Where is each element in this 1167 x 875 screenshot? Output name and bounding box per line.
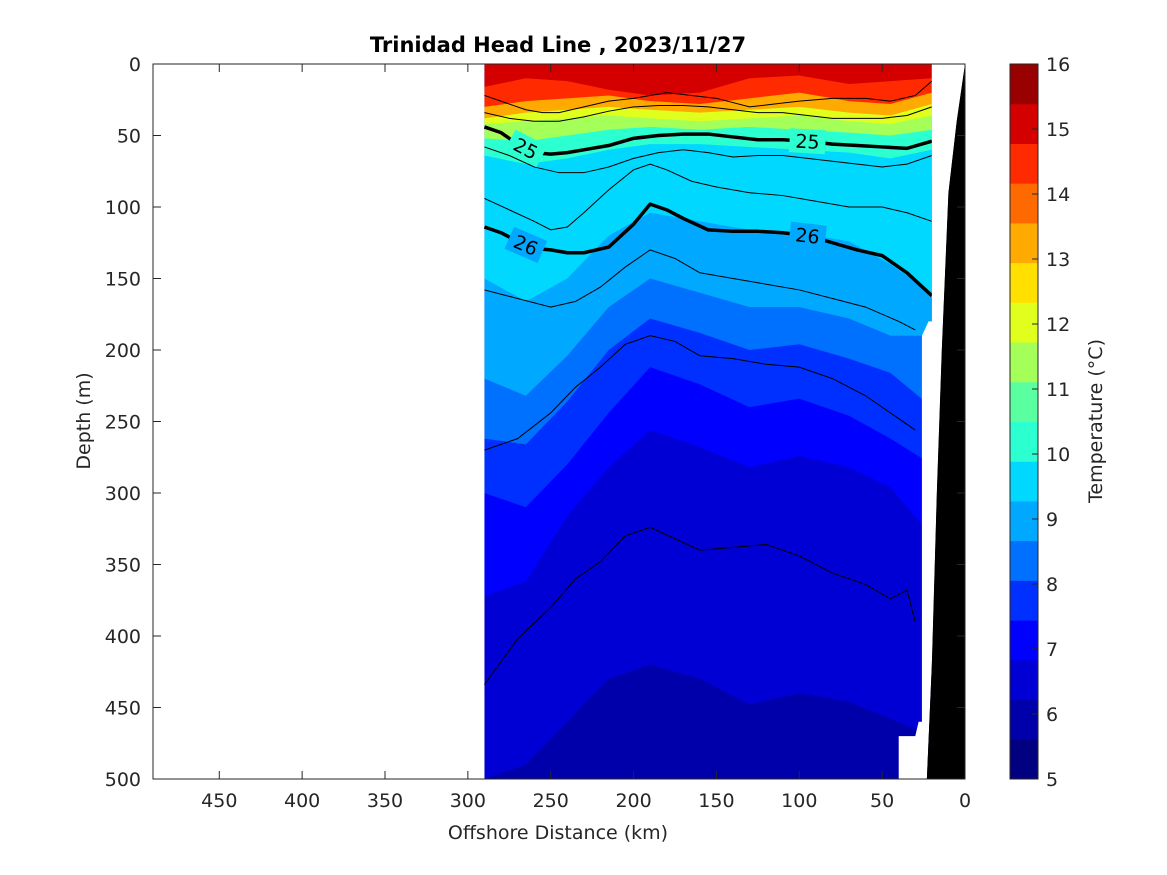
colorbar-tick-label: 5 [1046,769,1058,791]
y-tick-label: 150 [105,269,141,291]
x-tick-label: 450 [201,790,237,812]
colorbar-band [1010,262,1038,303]
colorbar-band [1010,143,1038,184]
colorbar-tick-label: 14 [1046,184,1070,206]
colorbar-band [1010,421,1038,462]
x-tick-label: 300 [450,790,486,812]
colorbar-tick-label: 11 [1046,379,1070,401]
no-data-gap [898,64,965,779]
colorbar-label: Temperature (°C) [1085,339,1107,504]
colorbar-band [1010,659,1038,701]
colorbar-tick-label: 8 [1046,574,1058,596]
x-tick-label: 350 [367,790,403,812]
x-tick-label: 200 [615,790,651,812]
colorbar-band [1010,500,1038,542]
x-tick-label: 400 [284,790,320,812]
y-tick-label: 500 [105,769,141,791]
colorbar-band [1010,103,1038,144]
colorbar: 5 6 7 8 9 10 11 12 13 14 15 16 Temperature (°C) [1009,54,1107,791]
thin-contour-line [484,104,933,122]
thin-contour-line [484,526,916,685]
x-tick-label: 250 [533,790,569,812]
colorbar-tick-label: 15 [1046,119,1070,141]
thin-contour-line [484,163,933,231]
colorbar-band [1010,540,1038,581]
sigma-contour-label: 26 [794,224,821,249]
x-tick-label: 50 [870,790,894,812]
colorbar-tick-label: 13 [1046,249,1070,271]
sigma-label-backdrop [504,226,548,264]
colorbar-band [1010,302,1038,343]
sigma-contour-label-group: 25 [788,128,827,155]
chart-title: Trinidad Head Line , 2023/11/27 [370,33,746,57]
y-tick-label: 0 [129,54,141,76]
thin-contour-line [484,146,933,174]
y-tick-label: 350 [105,555,141,577]
y-tick-label: 50 [117,126,141,148]
colorbar-tick-label: 16 [1046,54,1070,76]
y-axis-ticks: 0 50 100 150 200 250 300 350 400 450 500 [105,54,965,791]
colorbar-tick-label: 6 [1046,704,1058,726]
thin-contour-line [484,249,916,331]
colorbar-band [1010,699,1038,740]
colorbar-band [1010,183,1038,224]
y-tick-label: 450 [105,698,141,720]
colorbar-band [1010,620,1038,661]
temperature-layer [484,64,932,96]
y-tick-label: 200 [105,340,141,362]
colorbar-ticks: 5 6 7 8 9 10 11 12 13 14 15 16 [1032,54,1070,791]
x-axis-ticks: 450 400 350 300 250 200 150 100 50 0 [201,64,971,812]
sigma-contour-label-group: 26 [788,221,827,250]
y-tick-label: 250 [105,412,141,434]
x-axis-label: Offshore Distance (km) [448,822,668,844]
colorbar-band [1010,222,1038,264]
colorbar-tick-label: 9 [1046,509,1058,531]
sigma-label-backdrop [788,128,827,155]
x-tick-label: 100 [781,790,817,812]
colorbar-band [1010,739,1038,780]
y-tick-label: 400 [105,626,141,648]
colorbar-tick-label: 10 [1046,444,1070,466]
colorbar-bands [1010,64,1038,780]
colorbar-frame [1009,63,1039,780]
sigma-label-backdrop [788,221,827,250]
seafloor-land-top [926,64,965,779]
colorbar-band [1010,342,1038,383]
sigma-contour-label: 25 [795,131,820,154]
sigma-label-backdrop [504,129,548,168]
colorbar-band [1010,580,1038,621]
bottom-topography [898,64,965,779]
temperature-fill [484,64,932,779]
colorbar-band [1010,461,1038,502]
y-tick-label: 100 [105,197,141,219]
colorbar-band [1010,64,1038,105]
y-tick-label: 300 [105,483,141,505]
colorbar-tick-label: 12 [1046,314,1070,336]
x-tick-label: 150 [698,790,734,812]
thin-contour-line [484,80,933,114]
colorbar-band [1010,381,1038,422]
y-axis-label: Depth (m) [73,372,95,469]
thin-contour-line [484,335,916,451]
colorbar-tick-label: 7 [1046,639,1058,661]
thin-contours [484,80,933,685]
x-tick-label: 0 [959,790,971,812]
